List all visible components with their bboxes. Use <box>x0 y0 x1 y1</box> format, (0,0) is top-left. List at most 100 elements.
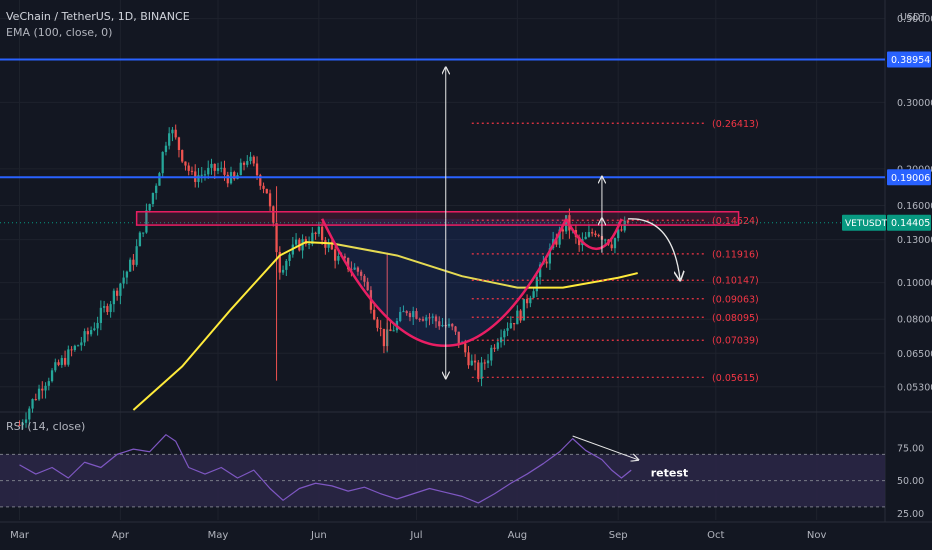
candle[interactable] <box>44 382 47 399</box>
candle[interactable] <box>203 170 207 181</box>
symbol-badge[interactable] <box>842 214 886 231</box>
candle[interactable] <box>21 419 24 430</box>
candle[interactable] <box>473 354 477 371</box>
candle[interactable] <box>314 231 317 240</box>
candle[interactable] <box>181 149 184 164</box>
candle[interactable] <box>220 161 223 173</box>
projection-arrow[interactable] <box>627 218 680 280</box>
candle[interactable] <box>207 160 210 179</box>
candle[interactable] <box>405 310 408 316</box>
rsi-divergence-line[interactable] <box>572 435 638 460</box>
candle[interactable] <box>431 313 434 324</box>
candle[interactable] <box>561 226 565 240</box>
candle[interactable] <box>548 243 552 270</box>
candle[interactable] <box>272 205 275 227</box>
candle[interactable] <box>509 316 512 329</box>
candle[interactable] <box>93 322 96 332</box>
candle[interactable] <box>164 141 168 156</box>
candle[interactable] <box>438 316 441 330</box>
candle[interactable] <box>60 355 63 368</box>
level-badge[interactable] <box>887 169 931 186</box>
candle[interactable] <box>366 277 369 291</box>
candle[interactable] <box>610 239 613 251</box>
candle[interactable] <box>112 288 116 313</box>
candle[interactable] <box>73 344 76 352</box>
candle[interactable] <box>132 253 135 271</box>
candle[interactable] <box>486 354 490 369</box>
candle[interactable] <box>415 308 418 320</box>
candle[interactable] <box>363 274 366 287</box>
candle[interactable] <box>545 258 548 268</box>
candle[interactable] <box>190 166 194 175</box>
candle[interactable] <box>428 313 431 326</box>
candle[interactable] <box>252 155 255 167</box>
candle[interactable] <box>151 192 155 208</box>
candle[interactable] <box>408 310 412 322</box>
candle[interactable] <box>239 158 242 176</box>
candle[interactable] <box>499 329 503 348</box>
candle[interactable] <box>382 328 386 354</box>
candle[interactable] <box>434 314 438 328</box>
candle[interactable] <box>503 328 506 346</box>
level-badge[interactable] <box>887 51 931 68</box>
candle[interactable] <box>421 316 425 322</box>
candle[interactable] <box>512 322 516 331</box>
candle[interactable] <box>50 368 54 383</box>
candle[interactable] <box>412 306 415 326</box>
candle[interactable] <box>125 270 129 285</box>
candle[interactable] <box>587 224 591 238</box>
candle[interactable] <box>613 237 617 254</box>
candle[interactable] <box>115 287 119 301</box>
candle[interactable] <box>379 320 382 337</box>
candle[interactable] <box>389 322 392 332</box>
candle[interactable] <box>330 239 334 251</box>
candle[interactable] <box>34 393 37 401</box>
candle[interactable] <box>210 158 213 175</box>
candle[interactable] <box>467 346 470 369</box>
candle[interactable] <box>67 345 70 367</box>
candle[interactable] <box>122 270 125 289</box>
rsi-line[interactable] <box>19 434 632 504</box>
candle[interactable] <box>265 188 268 194</box>
candle[interactable] <box>76 344 80 347</box>
candle[interactable] <box>597 233 600 238</box>
candle[interactable] <box>145 203 148 234</box>
candle[interactable] <box>451 323 454 331</box>
candle[interactable] <box>532 287 535 299</box>
candle[interactable] <box>242 161 246 171</box>
candle[interactable] <box>506 322 509 337</box>
candle[interactable] <box>360 269 363 281</box>
candle[interactable] <box>102 300 106 313</box>
candle[interactable] <box>356 266 360 276</box>
candle[interactable] <box>24 412 28 428</box>
resistance-zone[interactable] <box>135 211 740 226</box>
candle[interactable] <box>28 406 31 427</box>
candle[interactable] <box>106 303 109 315</box>
candle[interactable] <box>594 230 597 238</box>
candle[interactable] <box>268 189 272 211</box>
candle[interactable] <box>399 307 402 323</box>
candle[interactable] <box>138 231 142 247</box>
candle[interactable] <box>470 354 473 366</box>
candle[interactable] <box>480 356 483 387</box>
candle[interactable] <box>343 253 347 260</box>
candle[interactable] <box>216 162 220 175</box>
candle[interactable] <box>262 182 265 194</box>
candle[interactable] <box>57 359 60 367</box>
candle[interactable] <box>317 221 320 237</box>
candle[interactable] <box>525 294 529 309</box>
candle[interactable] <box>418 317 421 322</box>
candle[interactable] <box>109 300 112 318</box>
candle[interactable] <box>529 295 532 308</box>
candle[interactable] <box>278 246 281 280</box>
candle[interactable] <box>86 327 89 342</box>
candle[interactable] <box>119 282 122 305</box>
candle[interactable] <box>63 350 67 367</box>
candle[interactable] <box>226 171 229 188</box>
candle[interactable] <box>246 155 249 168</box>
candle[interactable] <box>41 381 44 399</box>
candle[interactable] <box>168 127 171 150</box>
ema-line[interactable] <box>132 241 638 411</box>
candle[interactable] <box>425 314 428 328</box>
candle[interactable] <box>402 305 405 313</box>
